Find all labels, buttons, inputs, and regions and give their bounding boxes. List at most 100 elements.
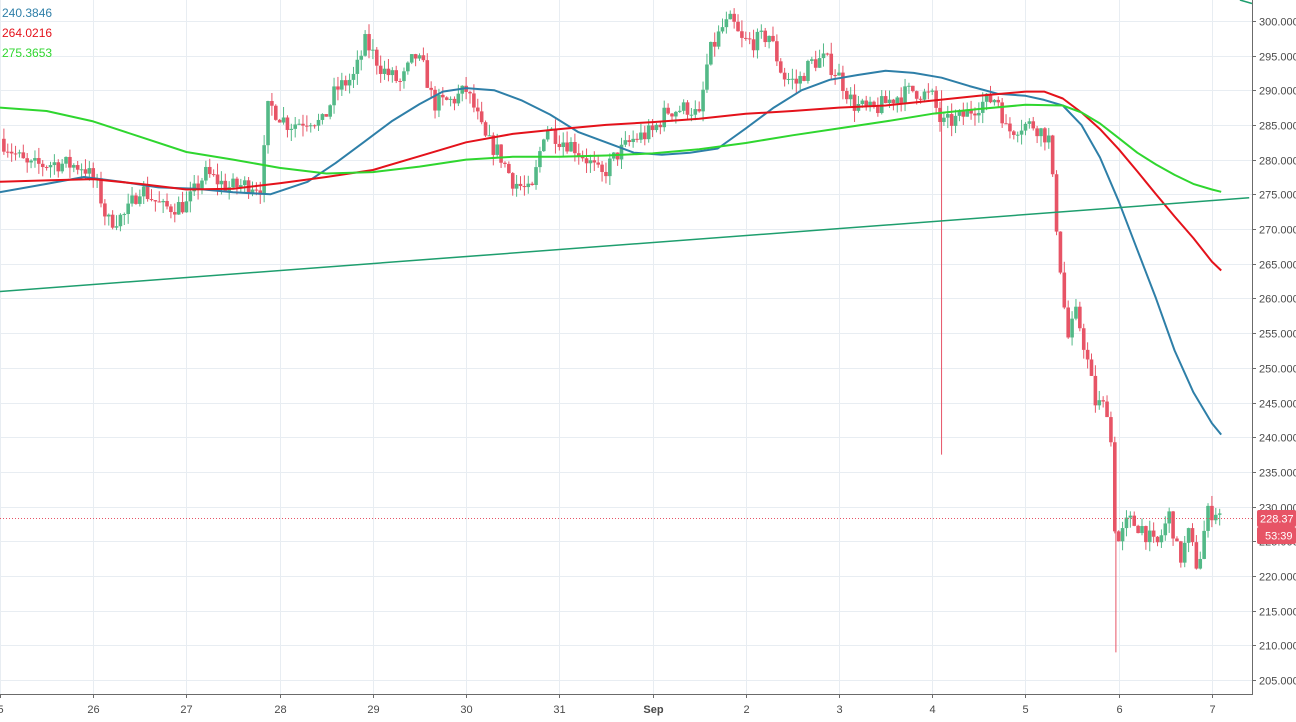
y-tick-label[interactable]: 220.000 <box>1259 572 1296 584</box>
candle-body <box>336 86 340 90</box>
x-tick-label[interactable]: 29 <box>367 704 379 716</box>
x-tick-label[interactable]: 2 <box>743 704 749 716</box>
candle-body <box>1105 401 1109 418</box>
candle-body <box>677 110 682 112</box>
y-tick-label[interactable]: 295.000 <box>1259 52 1296 64</box>
candle-body <box>1140 526 1144 534</box>
x-tick-label[interactable]: 3 <box>836 704 842 716</box>
candle-body <box>359 55 364 60</box>
x-tick-label[interactable]: 30 <box>460 704 472 716</box>
y-tick-label[interactable]: 275.000 <box>1259 190 1296 202</box>
legend-ma-blue-value: 240.3846 <box>2 6 53 20</box>
candle-body <box>662 107 667 128</box>
candle-body <box>996 99 1001 103</box>
y-tick-label[interactable]: 210.000 <box>1259 641 1296 653</box>
candle-body <box>266 101 270 146</box>
candle-body <box>775 41 779 62</box>
candle-body <box>674 111 678 117</box>
candle-body <box>421 55 426 61</box>
candle-body <box>320 114 325 120</box>
candle-body <box>911 85 915 92</box>
x-axis-ticks[interactable]: 5 26 27 28 29 30 31 Sep 2 3 4 5 6 7 <box>0 694 1216 716</box>
candle-body <box>1039 128 1043 137</box>
y-tick-label[interactable]: 265.000 <box>1259 260 1296 272</box>
candle-body <box>2 138 6 152</box>
candle-body <box>316 119 321 126</box>
candle-body <box>460 85 465 94</box>
candle-body <box>507 163 511 174</box>
x-tick-label[interactable]: 5 <box>0 704 4 716</box>
countdown-value: 53:39 <box>1265 531 1293 543</box>
candle-body <box>231 178 235 188</box>
candle-body <box>479 111 484 123</box>
candle-body <box>1019 130 1024 135</box>
y-tick-label[interactable]: 235.000 <box>1259 468 1296 480</box>
current-price-badge <box>1257 510 1296 527</box>
candle-body <box>472 93 476 108</box>
y-tick-label[interactable]: 240.000 <box>1259 433 1296 445</box>
candle-body <box>592 160 597 163</box>
candle-body <box>1113 442 1117 532</box>
candle-body <box>68 156 72 168</box>
candle-body <box>503 162 507 164</box>
candle-body <box>588 160 593 164</box>
candle-body <box>514 183 519 189</box>
candle-body <box>277 119 282 123</box>
y-tick-label[interactable]: 290.000 <box>1259 86 1296 98</box>
y-tick-label[interactable]: 215.000 <box>1259 607 1296 619</box>
y-tick-label[interactable]: 280.000 <box>1259 156 1296 168</box>
candle-body <box>273 105 278 120</box>
candle-body <box>914 91 919 99</box>
x-tick-label[interactable]: 31 <box>553 704 565 716</box>
candle-body <box>297 123 301 125</box>
x-tick-label[interactable]: Sep <box>643 704 663 716</box>
candle-body <box>643 132 647 140</box>
candle-body <box>347 79 352 86</box>
x-tick-label[interactable]: 7 <box>1209 704 1215 716</box>
candle-body <box>1179 541 1183 563</box>
candle-body <box>1120 528 1125 542</box>
y-tick-label[interactable]: 255.000 <box>1259 329 1296 341</box>
y-tick-label[interactable]: 300.000 <box>1259 17 1296 29</box>
y-tick-label[interactable]: 270.000 <box>1259 225 1296 237</box>
x-tick-label[interactable]: 28 <box>274 704 286 716</box>
trend-line <box>1239 0 1253 5</box>
candle-body <box>305 125 309 127</box>
candle-body <box>961 111 966 117</box>
candle-body <box>868 101 872 106</box>
candle-body <box>681 102 686 111</box>
candle-body <box>693 109 698 115</box>
x-tick-label[interactable]: 6 <box>1116 704 1122 716</box>
candle-body <box>1194 542 1199 569</box>
candle-body <box>390 70 395 76</box>
candle-body <box>262 145 266 195</box>
candle-body <box>918 98 923 100</box>
candle-body <box>289 128 294 130</box>
candle-body <box>1078 306 1082 329</box>
candle-body <box>545 129 550 140</box>
candle-body <box>778 61 783 73</box>
candle-body <box>670 113 674 117</box>
candle-body <box>398 81 402 83</box>
candle-body <box>743 37 748 39</box>
y-tick-label[interactable]: 250.000 <box>1259 364 1296 376</box>
candle-body <box>604 171 608 177</box>
candle-body <box>75 165 80 170</box>
candle-body <box>211 174 216 176</box>
candle-body <box>608 158 612 177</box>
x-tick-label[interactable]: 5 <box>1022 704 1028 716</box>
x-tick-label[interactable]: 27 <box>180 704 192 716</box>
candle-body <box>798 75 802 84</box>
x-tick-label[interactable]: 4 <box>929 704 935 716</box>
x-tick-label[interactable]: 26 <box>87 704 99 716</box>
y-tick-label[interactable]: 285.000 <box>1259 121 1296 133</box>
candle-body <box>689 114 694 116</box>
y-tick-label[interactable]: 260.000 <box>1259 294 1296 306</box>
y-tick-label[interactable]: 245.000 <box>1259 399 1296 411</box>
candle-body <box>1182 542 1187 563</box>
y-tick-label[interactable]: 205.000 <box>1259 676 1296 688</box>
candle-body <box>510 173 515 189</box>
candle-body <box>1171 511 1175 539</box>
candle-body <box>1066 307 1070 338</box>
